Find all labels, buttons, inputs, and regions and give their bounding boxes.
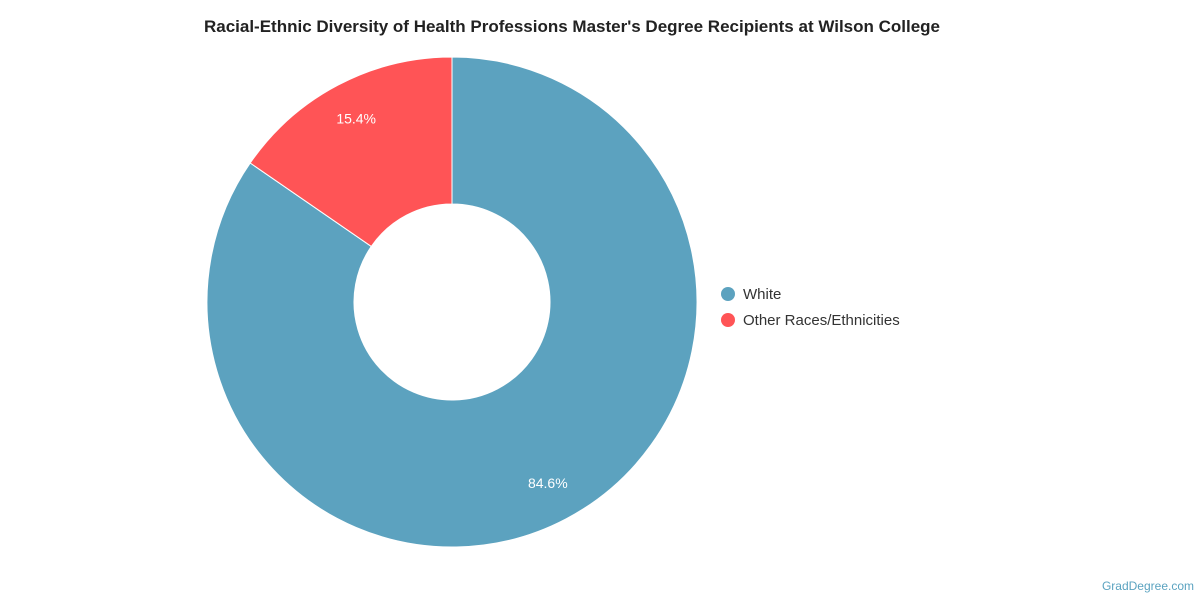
legend-item[interactable]: Other Races/Ethnicities <box>721 307 900 333</box>
legend-label: Other Races/Ethnicities <box>743 311 900 329</box>
slice-label: 15.4% <box>336 110 376 126</box>
legend-label: White <box>743 285 782 303</box>
legend: White Other Races/Ethnicities <box>721 281 900 333</box>
slice-label: 84.6% <box>528 475 568 491</box>
chart-title: Racial-Ethnic Diversity of Health Profes… <box>203 17 941 36</box>
slice-other-races-ethnicities[interactable] <box>249 56 453 248</box>
legend-swatch <box>721 287 735 301</box>
legend-item[interactable]: White <box>721 281 900 307</box>
legend-swatch <box>721 313 735 327</box>
watermark[interactable]: GradDegree.com <box>1101 579 1194 593</box>
slice-white[interactable] <box>206 56 698 548</box>
